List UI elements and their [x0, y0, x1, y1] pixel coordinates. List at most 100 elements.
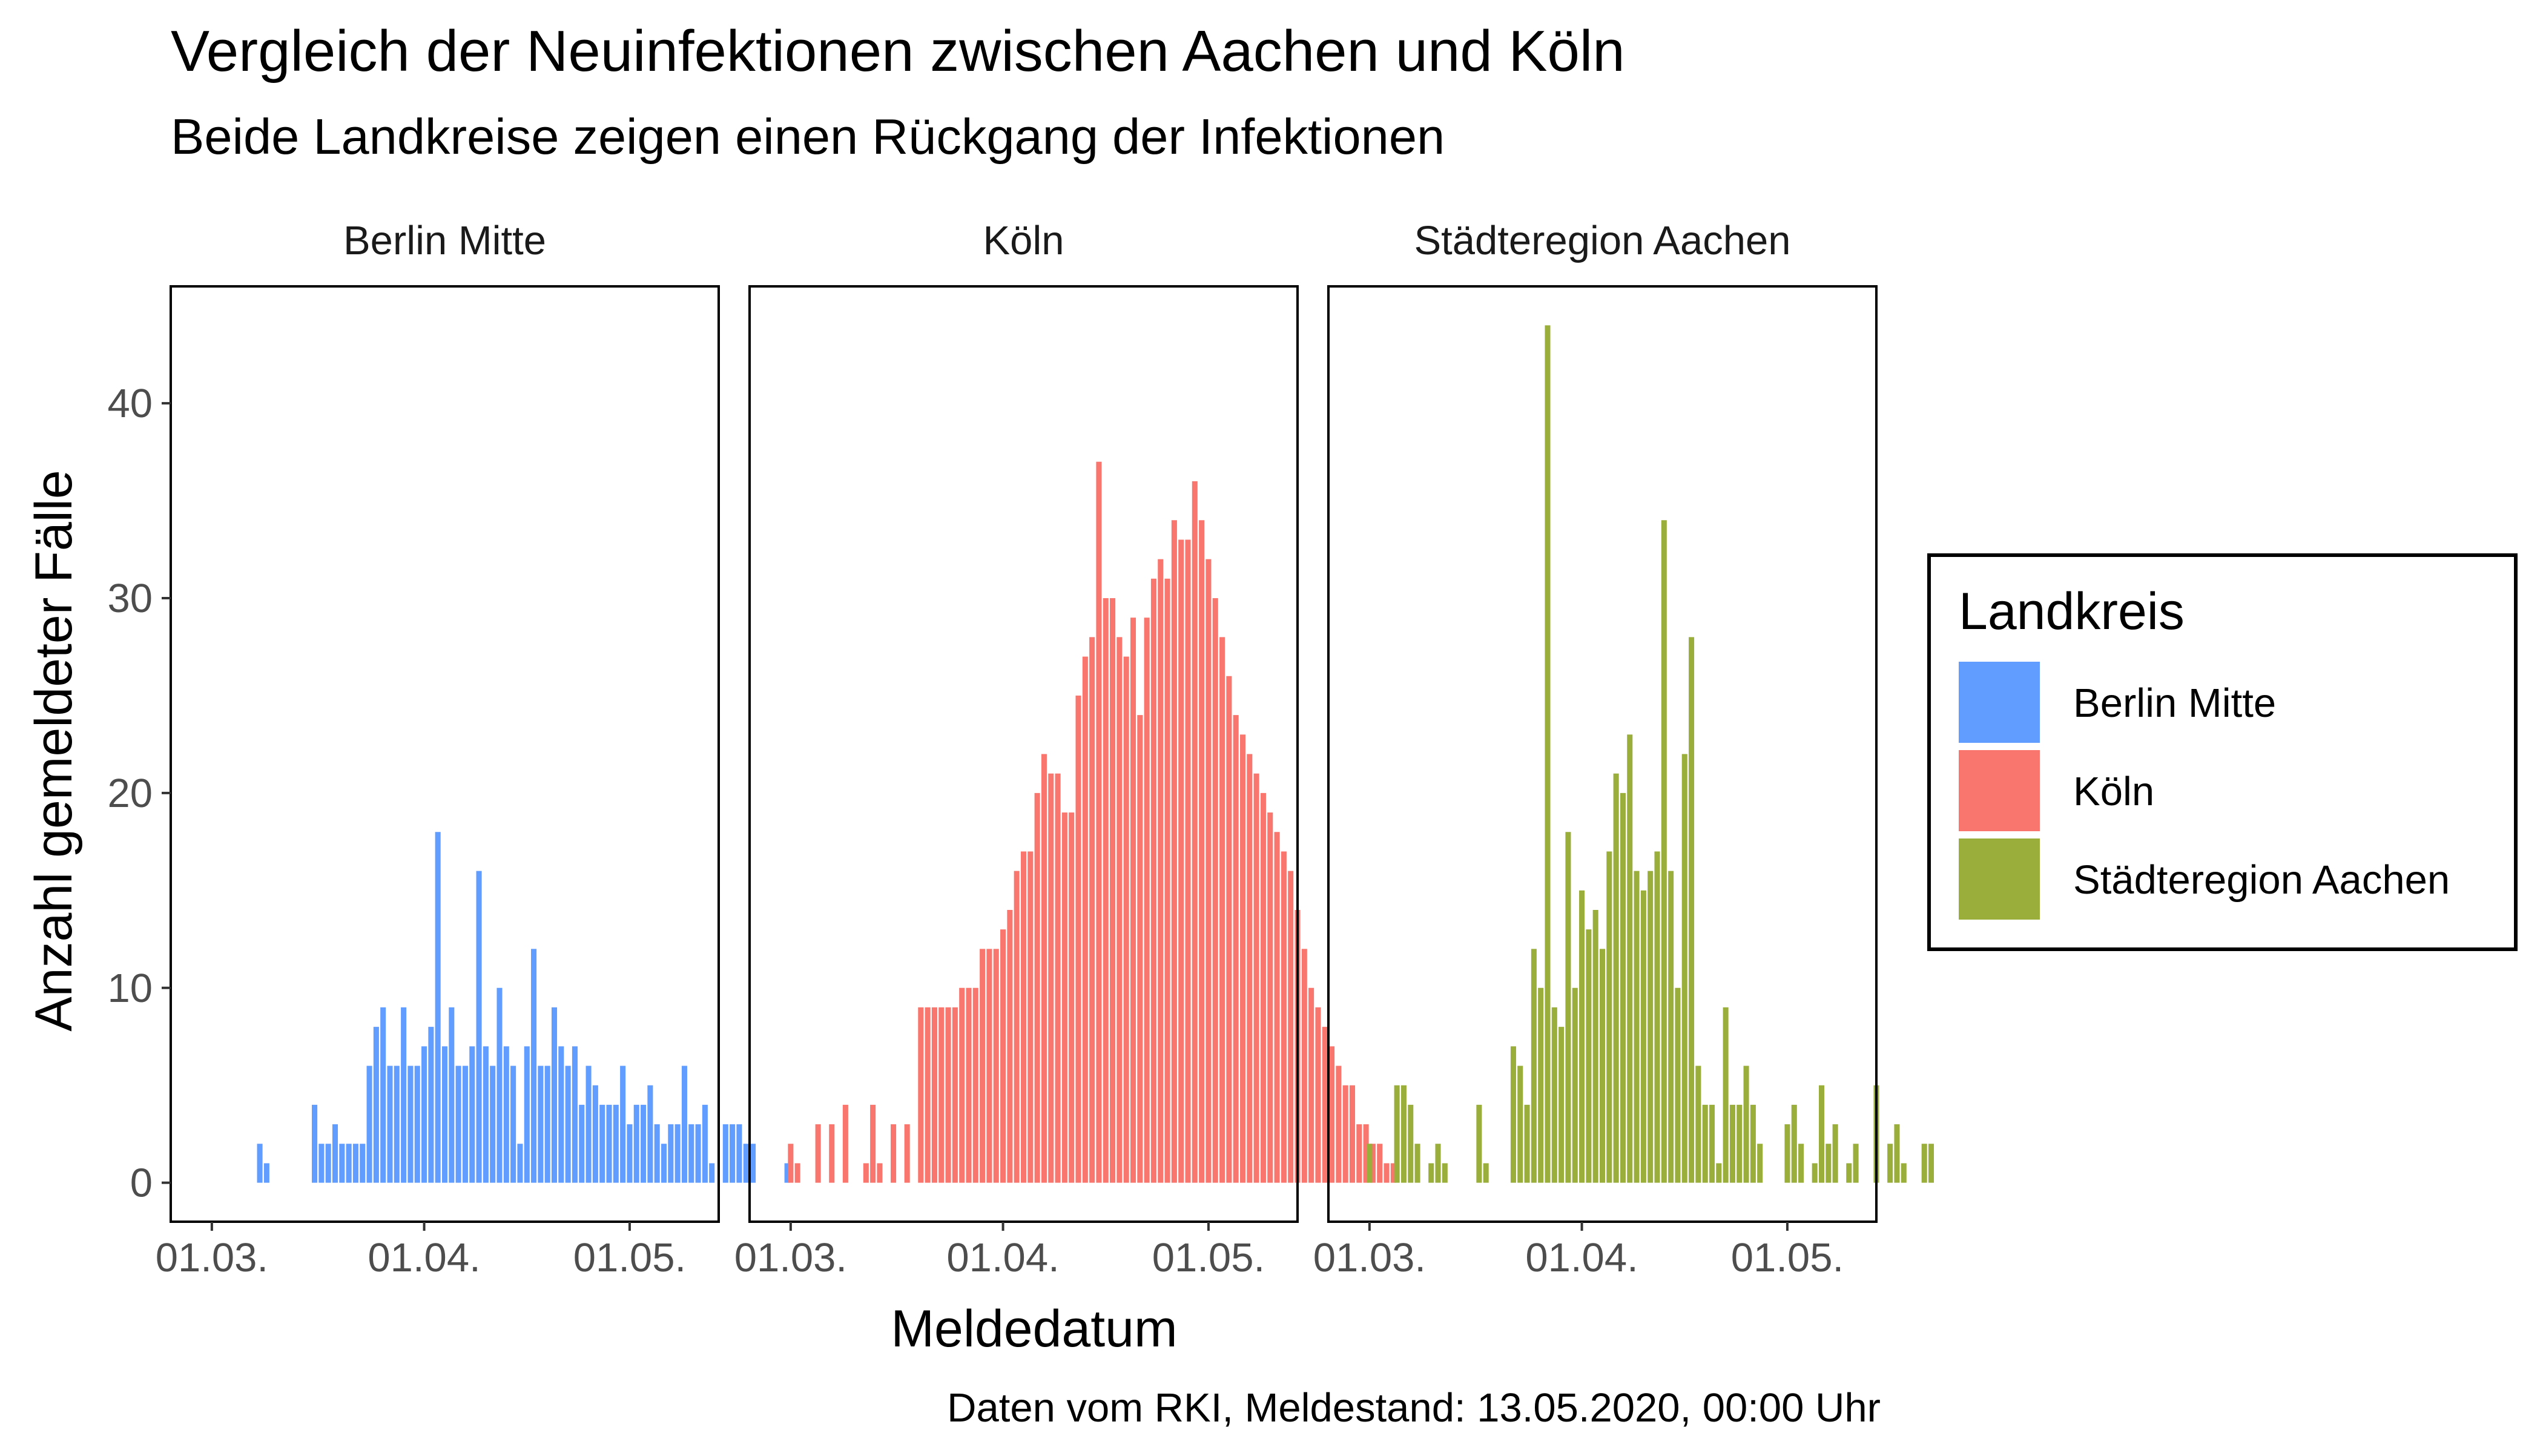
x-tick-label: 01.03.	[156, 1235, 268, 1280]
bar	[1743, 1066, 1749, 1183]
bar	[531, 949, 537, 1183]
bar	[1253, 773, 1259, 1183]
bar	[394, 1066, 400, 1183]
bar	[1723, 1007, 1729, 1183]
bar	[750, 1144, 756, 1183]
x-tick-label: 01.05.	[573, 1235, 686, 1280]
bar	[1818, 1085, 1825, 1183]
bar	[1648, 871, 1654, 1183]
bar	[332, 1124, 338, 1183]
bar	[318, 1144, 325, 1183]
bar	[503, 1046, 509, 1183]
y-tick-label: 40	[107, 381, 153, 426]
bar	[1267, 812, 1273, 1183]
bar	[870, 1104, 876, 1183]
bar	[1137, 715, 1143, 1183]
bar	[1400, 1085, 1407, 1183]
bar	[380, 1007, 386, 1183]
bar	[1315, 1007, 1321, 1183]
bar	[1370, 1144, 1376, 1183]
y-tick-label: 0	[130, 1161, 153, 1206]
bar	[1531, 949, 1537, 1183]
chart-caption: Daten vom RKI, Meldestand: 13.05.2020, 0…	[947, 1385, 1881, 1431]
bar	[891, 1124, 897, 1183]
bar	[1894, 1124, 1900, 1183]
bar	[966, 987, 972, 1183]
bar	[339, 1144, 345, 1183]
bar	[1586, 929, 1592, 1183]
bar	[1301, 949, 1307, 1183]
facet-panel: Städteregion Aachen 01.03. 01.04. 01.05.	[1313, 218, 1934, 1280]
bar	[1322, 1027, 1328, 1183]
bar	[1367, 1144, 1373, 1183]
bar	[1921, 1144, 1927, 1183]
bar	[1239, 734, 1246, 1183]
bar	[1832, 1124, 1838, 1183]
bar	[1634, 871, 1640, 1183]
bar	[1158, 559, 1164, 1183]
bar	[510, 1066, 516, 1183]
bar	[1027, 851, 1034, 1183]
facet-panel: Köln 01.03. 01.04. 01.05.	[734, 218, 1396, 1280]
bar	[1661, 520, 1667, 1183]
bar	[1737, 1104, 1743, 1183]
bar	[1524, 1104, 1530, 1183]
bar	[366, 1066, 372, 1183]
bar	[736, 1124, 742, 1183]
bar	[1695, 1066, 1701, 1183]
bar	[1103, 598, 1109, 1183]
bar	[743, 1144, 749, 1183]
bar	[722, 1124, 728, 1183]
bar	[815, 1124, 821, 1183]
bar	[709, 1163, 715, 1183]
bar	[483, 1046, 489, 1183]
bar	[1014, 871, 1020, 1183]
bar	[441, 1046, 448, 1183]
bar	[1654, 851, 1660, 1183]
bar	[1048, 773, 1054, 1183]
bar	[1329, 1046, 1335, 1183]
bar	[1627, 734, 1633, 1183]
bar	[401, 1007, 407, 1183]
bar	[1750, 1104, 1756, 1183]
bar	[938, 1007, 945, 1183]
x-axis-label: Meldedatum	[891, 1300, 1177, 1358]
bar	[1000, 929, 1006, 1183]
bar	[1308, 987, 1314, 1183]
bar	[993, 949, 999, 1183]
bar	[421, 1046, 427, 1183]
bar	[1390, 1163, 1396, 1183]
bar	[613, 1104, 619, 1183]
legend-label: Städteregion Aachen	[2073, 857, 2450, 903]
bar	[579, 1104, 585, 1183]
bar	[572, 1046, 578, 1183]
bar	[1689, 637, 1695, 1183]
bar	[1565, 832, 1571, 1183]
bar	[1164, 578, 1170, 1183]
facet-strip-label: Städteregion Aachen	[1414, 218, 1790, 263]
bar	[1281, 851, 1287, 1183]
bar	[1442, 1163, 1448, 1183]
bar	[346, 1144, 352, 1183]
bar	[1349, 1085, 1356, 1183]
bar	[668, 1124, 674, 1183]
legend-title: Landkreis	[1959, 582, 2185, 641]
panel-border	[170, 285, 720, 1223]
bar	[1055, 773, 1061, 1183]
x-tick-label: 01.05.	[1731, 1235, 1844, 1280]
bar	[1729, 1104, 1735, 1183]
bar	[1082, 656, 1088, 1183]
bar	[688, 1124, 694, 1183]
bar	[1206, 559, 1212, 1183]
bar	[1274, 832, 1280, 1183]
bar	[1192, 481, 1198, 1183]
x-tick-label: 01.03.	[734, 1235, 847, 1280]
legend-key	[1959, 838, 2040, 920]
bar	[1572, 987, 1578, 1183]
bar	[1599, 949, 1606, 1183]
bar	[1476, 1104, 1482, 1183]
bar	[641, 1104, 647, 1183]
bar	[1887, 1144, 1893, 1183]
bar	[1606, 851, 1612, 1183]
